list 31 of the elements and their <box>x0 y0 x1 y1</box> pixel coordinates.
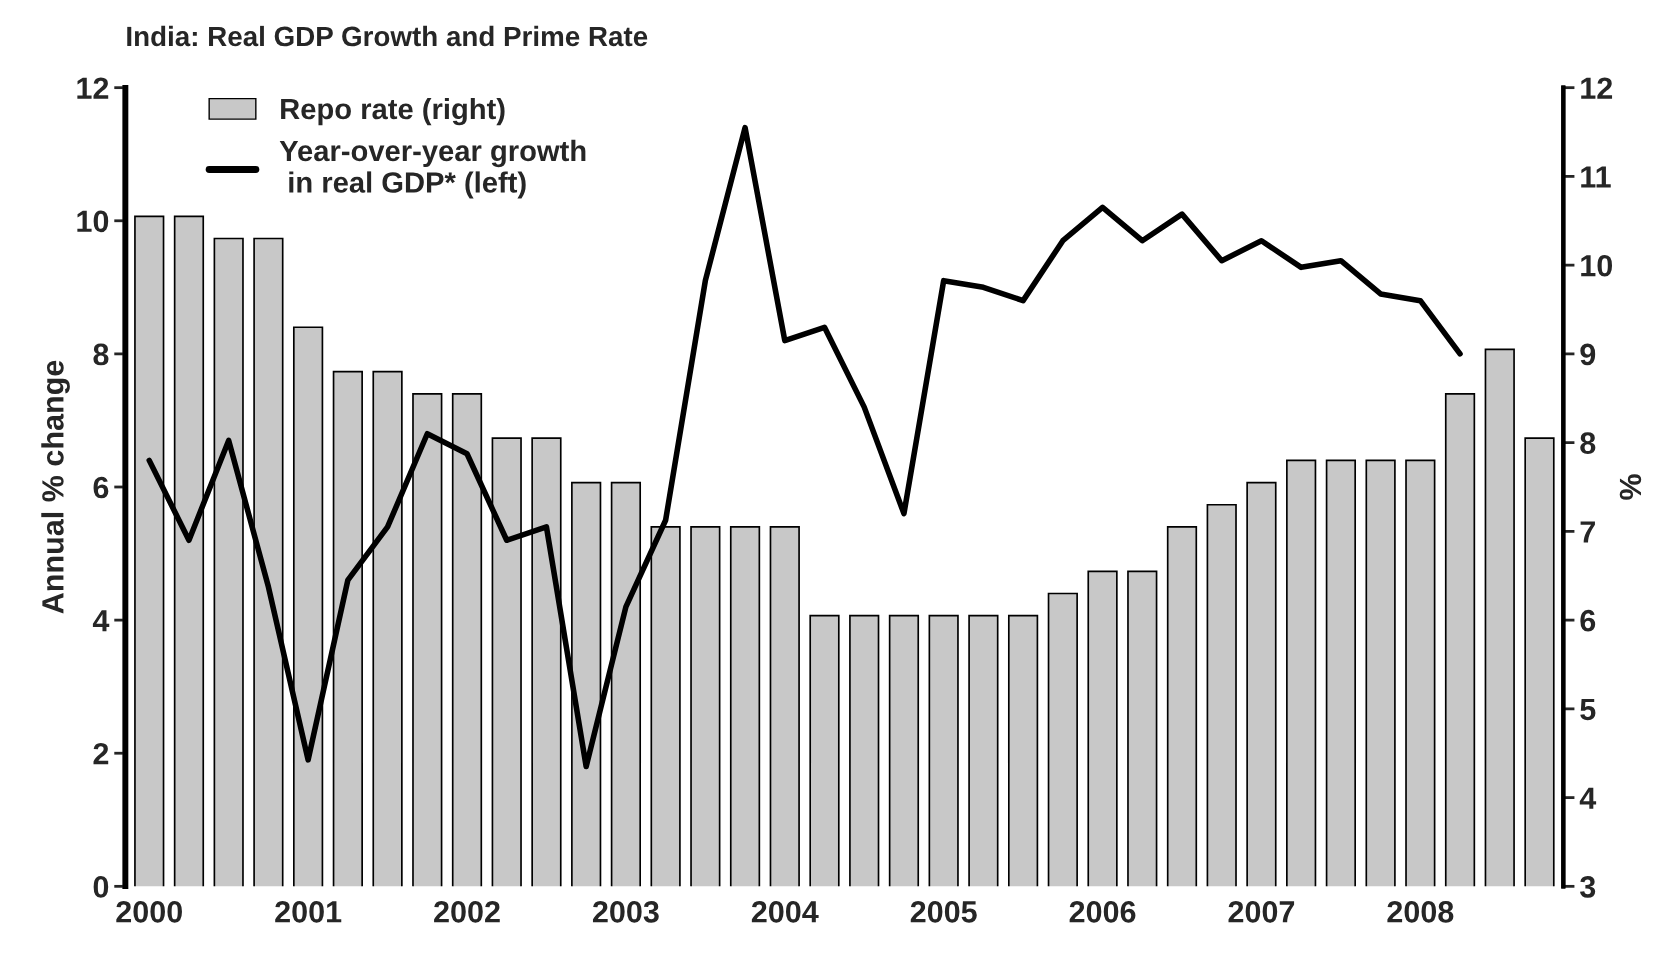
y2-tick-label: 3 <box>1579 876 1596 898</box>
chart-title: India: Real GDP Growth and Prime Rate <box>127 25 648 47</box>
y-axis-title: Annual % change <box>41 360 70 614</box>
x-tick-label: 2005 <box>910 901 977 923</box>
y-tick-label: 12 <box>77 77 109 99</box>
x-tick-label: 2000 <box>116 901 182 923</box>
legend-label: Repo rate (right) <box>281 97 505 126</box>
y-tick-label: 8 <box>93 343 109 366</box>
y2-tick-label: 12 <box>1581 77 1613 99</box>
y2-tick-label: 9 <box>1580 343 1596 366</box>
x-tick-label: 2007 <box>1228 901 1295 923</box>
y-tick-label: 0 <box>93 876 109 898</box>
y2-axis-title: % <box>1619 474 1642 500</box>
y2-tick-label: 7 <box>1580 521 1595 543</box>
x-tick-label: 2006 <box>1069 901 1136 923</box>
y2-tick-label: 8 <box>1580 432 1596 454</box>
x-tick-label: 2004 <box>751 901 819 923</box>
y2-tick-label: 5 <box>1580 698 1596 721</box>
x-tick-label: 2001 <box>275 901 342 923</box>
x-tick-label: 2008 <box>1387 901 1454 923</box>
y-tick-label: 4 <box>92 610 110 632</box>
legend-label: Year-over-year growth in real GDP* (left) <box>279 139 586 199</box>
y2-tick-label: 11 <box>1581 166 1611 188</box>
y-tick-label: 2 <box>93 742 109 765</box>
x-tick-label: 2002 <box>434 901 500 923</box>
x-tick-label: 2003 <box>592 901 659 923</box>
y-tick-label: 10 <box>77 210 109 233</box>
y2-tick-label: 4 <box>1579 787 1597 809</box>
y2-tick-label: 6 <box>1580 609 1596 632</box>
y2-tick-label: 10 <box>1581 254 1613 277</box>
y-tick-label: 6 <box>93 476 109 499</box>
